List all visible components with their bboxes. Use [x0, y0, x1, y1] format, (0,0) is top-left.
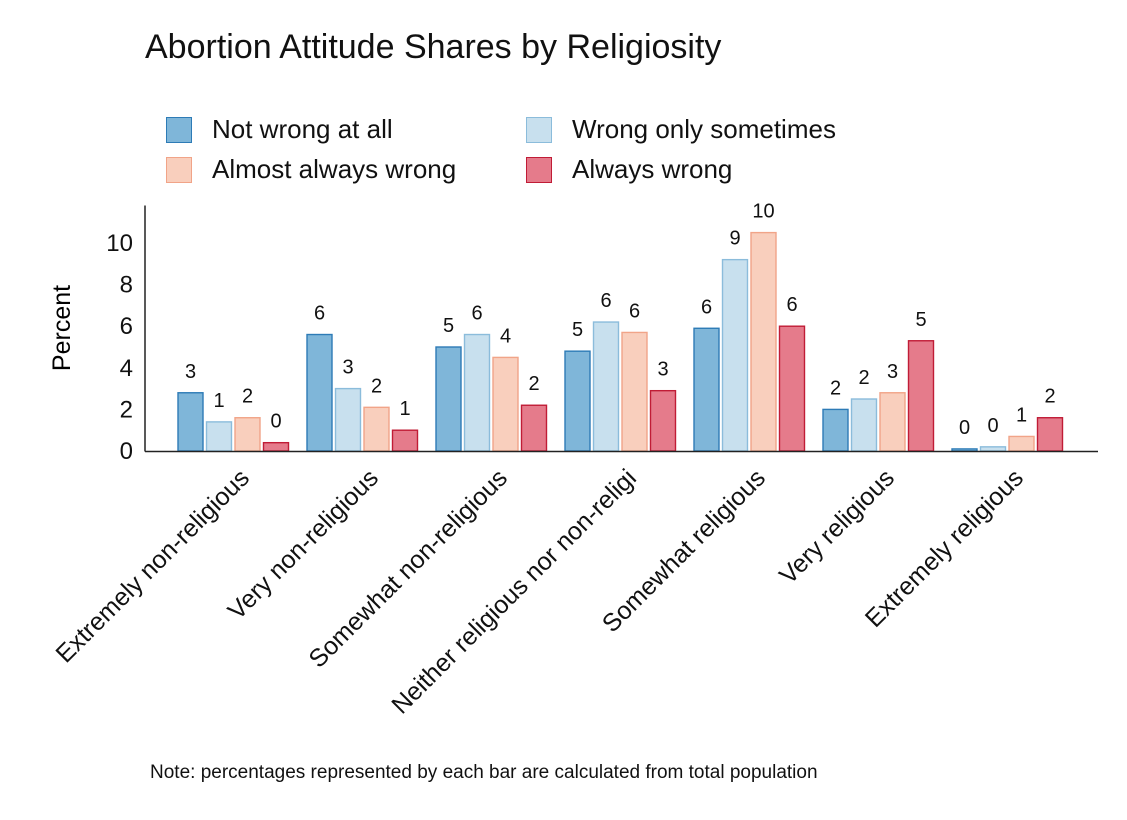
bar-wrong-only-sometimes-extremely-religious [979, 446, 1007, 452]
data-label-not-wrong-at-all-extremely-religious: 0 [959, 417, 970, 439]
legend-label-wrong-sometimes: Wrong only sometimes [572, 114, 836, 144]
legend-item-wrong-sometimes: Wrong only sometimes [526, 114, 836, 145]
bar-almost-always-wrong-very-non-religious [363, 406, 390, 452]
legend-label-almost-always-wrong: Almost always wrong [212, 154, 457, 184]
bar-almost-always-wrong-somewhat-religious [750, 231, 777, 452]
bar-almost-always-wrong-extremely-non-religious [234, 417, 261, 452]
bar-always-wrong-neither-religious-nor-non-religi [649, 389, 677, 452]
data-label-wrong-only-sometimes-very-non-religious: 3 [342, 357, 353, 379]
bar-not-wrong-at-all-extremely-non-religious [177, 392, 204, 452]
y-tick-label-0: 0 [120, 438, 133, 465]
bar-not-wrong-at-all-somewhat-religious [693, 327, 720, 452]
bar-always-wrong-extremely-non-religious [262, 441, 290, 452]
data-label-wrong-only-sometimes-somewhat-religious: 9 [729, 228, 740, 250]
legend-label-always-wrong: Always wrong [572, 154, 733, 184]
legend-label-not-wrong: Not wrong at all [212, 114, 393, 144]
data-label-almost-always-wrong-extremely-non-religious: 2 [242, 386, 253, 408]
bar-wrong-only-sometimes-neither-religious-nor-non-religi [592, 321, 620, 452]
y-tick-label-2: 2 [120, 396, 133, 423]
bar-not-wrong-at-all-somewhat-non-religious [435, 346, 462, 452]
chart-title: Abortion Attitude Shares by Religiosity [145, 28, 722, 66]
data-label-almost-always-wrong-extremely-religious: 1 [1016, 404, 1027, 426]
legend-swatch-almost-always-wrong [166, 156, 192, 183]
data-label-almost-always-wrong-very-non-religious: 2 [371, 375, 382, 397]
bar-not-wrong-at-all-neither-religious-nor-non-religi [564, 350, 591, 452]
bar-wrong-only-sometimes-very-religious [850, 398, 878, 452]
data-label-wrong-only-sometimes-extremely-religious: 0 [987, 415, 998, 437]
y-tick-label-4: 4 [120, 355, 133, 382]
data-label-always-wrong-somewhat-religious: 6 [786, 294, 797, 316]
data-label-always-wrong-somewhat-non-religious: 2 [528, 373, 539, 395]
chart-note: Note: percentages represented by each ba… [150, 762, 818, 783]
bar-almost-always-wrong-neither-religious-nor-non-religi [621, 331, 648, 452]
bar-not-wrong-at-all-very-non-religious [306, 333, 333, 452]
bar-always-wrong-somewhat-non-religious [520, 404, 548, 452]
data-label-not-wrong-at-all-neither-religious-nor-non-religi: 5 [572, 319, 583, 341]
bar-almost-always-wrong-very-religious [879, 392, 906, 452]
bar-not-wrong-at-all-very-religious [822, 408, 849, 452]
data-label-almost-always-wrong-neither-religious-nor-non-religi: 6 [629, 300, 640, 322]
legend-item-not-wrong: Not wrong at all [166, 114, 393, 145]
x-tick-label-very-religious: Very religious [774, 464, 900, 590]
bar-always-wrong-extremely-religious [1036, 417, 1064, 452]
legend-swatch-not-wrong [166, 116, 192, 143]
data-label-wrong-only-sometimes-very-religious: 2 [858, 367, 869, 389]
data-label-not-wrong-at-all-very-religious: 2 [830, 377, 841, 399]
bar-always-wrong-very-non-religious [391, 429, 419, 452]
legend-swatch-always-wrong [526, 156, 552, 183]
bar-wrong-only-sometimes-somewhat-non-religious [463, 333, 491, 452]
bar-wrong-only-sometimes-very-non-religious [334, 387, 362, 452]
x-tick-label-extremely-non-religious: Extremely non-religious [50, 464, 255, 669]
data-label-almost-always-wrong-somewhat-religious: 10 [752, 201, 774, 223]
data-label-not-wrong-at-all-very-non-religious: 6 [314, 303, 325, 325]
data-label-always-wrong-extremely-religious: 2 [1044, 386, 1055, 408]
bar-always-wrong-somewhat-religious [778, 325, 806, 452]
data-label-always-wrong-very-religious: 5 [915, 309, 926, 331]
data-label-wrong-only-sometimes-extremely-non-religious: 1 [213, 390, 224, 412]
data-label-wrong-only-sometimes-neither-religious-nor-non-religi: 6 [600, 290, 611, 312]
legend-item-always-wrong: Always wrong [526, 154, 732, 185]
data-label-always-wrong-very-non-religious: 1 [399, 398, 410, 420]
bar-wrong-only-sometimes-extremely-non-religious [205, 421, 233, 452]
legend-item-almost-always-wrong: Almost always wrong [166, 154, 456, 185]
data-label-not-wrong-at-all-somewhat-non-religious: 5 [443, 315, 454, 337]
data-label-not-wrong-at-all-extremely-non-religious: 3 [185, 361, 196, 383]
data-label-always-wrong-neither-religious-nor-non-religi: 3 [657, 359, 668, 381]
data-label-always-wrong-extremely-non-religious: 0 [270, 411, 281, 433]
legend-swatch-wrong-sometimes [526, 116, 552, 143]
data-label-wrong-only-sometimes-somewhat-non-religious: 6 [471, 303, 482, 325]
y-tick-label-6: 6 [120, 313, 133, 340]
legend: Not wrong at all Wrong only sometimes Al… [166, 114, 886, 194]
bar-almost-always-wrong-extremely-religious [1008, 435, 1035, 452]
data-label-almost-always-wrong-somewhat-non-religious: 4 [500, 325, 511, 347]
data-label-almost-always-wrong-very-religious: 3 [887, 361, 898, 383]
bar-always-wrong-very-religious [907, 340, 935, 452]
data-label-not-wrong-at-all-somewhat-religious: 6 [701, 296, 712, 318]
x-tick-label-neither-religious-nor-non-religi: Neither religious nor non-religi [386, 464, 642, 720]
y-tick-label-10: 10 [106, 230, 133, 257]
bar-not-wrong-at-all-extremely-religious [951, 448, 978, 452]
y-axis-label: Percent [48, 285, 76, 371]
bar-almost-always-wrong-somewhat-non-religious [492, 356, 519, 452]
bars-layer [177, 231, 1064, 452]
bar-wrong-only-sometimes-somewhat-religious [721, 258, 749, 452]
y-tick-label-8: 8 [120, 272, 133, 299]
